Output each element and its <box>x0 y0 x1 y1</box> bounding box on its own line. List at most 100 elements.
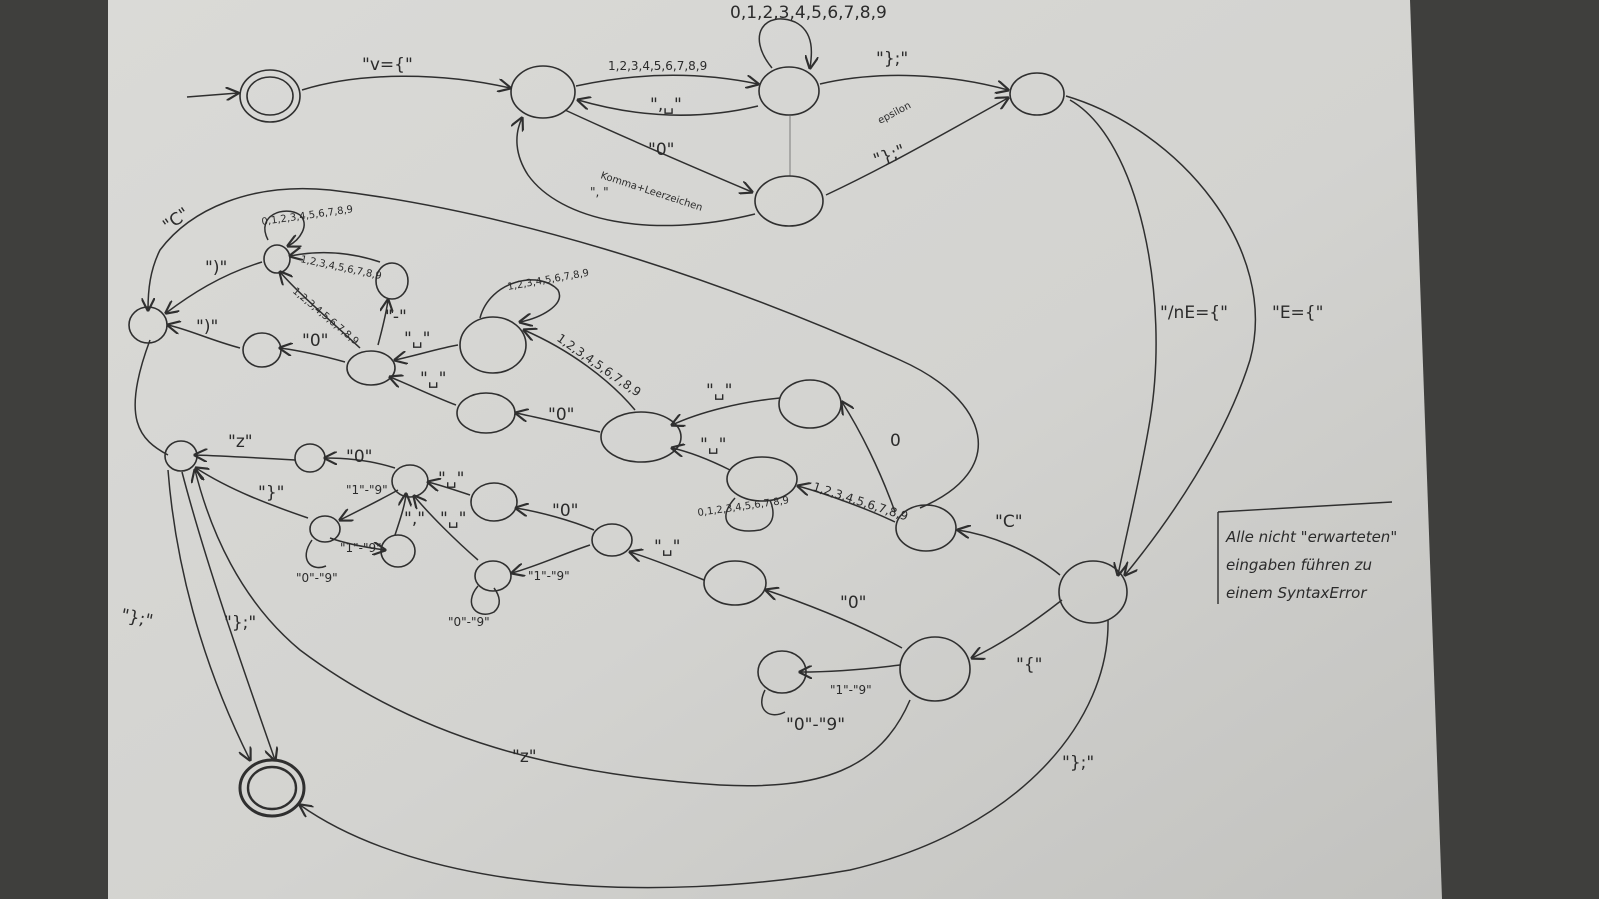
transition-edges <box>134 18 1256 889</box>
label: "1"-"9" <box>830 683 872 697</box>
edge-qE-to-final <box>300 619 1109 889</box>
label: "};" <box>1062 753 1094 773</box>
label: "␣" <box>404 329 430 349</box>
label: "z" <box>512 747 537 767</box>
edge-q2-to-q4 <box>819 74 1008 90</box>
label: "v={" <box>362 55 413 75</box>
state-q3 <box>754 175 824 227</box>
edge-u2-to-u4 <box>414 496 479 561</box>
edge-s1-to-s3 <box>377 300 388 346</box>
edge-r5-to-s1 <box>390 377 457 406</box>
state-q4 <box>1009 72 1065 116</box>
label: "0" <box>552 501 578 521</box>
edge-q2-to-q1 <box>578 100 759 116</box>
state-s4 <box>263 244 291 274</box>
edge-s2-to-qA <box>168 325 241 349</box>
edge-qC-to-r3 <box>798 486 896 523</box>
state-q1 <box>510 65 576 119</box>
state-r4 <box>459 316 527 374</box>
label: "0" <box>648 140 674 160</box>
label: "C" <box>995 512 1023 532</box>
label: 0 <box>890 431 901 451</box>
state-s2 <box>242 332 282 368</box>
label: ", " <box>590 185 609 199</box>
label: "1"-"9" <box>528 569 570 583</box>
states <box>128 65 1128 818</box>
state-s3 <box>375 262 409 300</box>
state-qC <box>895 504 957 552</box>
edge-q4-to-qE-2 <box>1065 95 1256 575</box>
note-line-1: Alle nicht "erwarteten" <box>1225 528 1397 546</box>
state-u6 <box>309 515 341 543</box>
edge-u6-to-qZ <box>196 468 309 519</box>
edge-qA-to-qZ-long <box>134 339 169 456</box>
state-qE <box>1058 560 1128 624</box>
edge-start-arrow <box>186 93 238 97</box>
edge-qB-to-t1 <box>800 664 901 672</box>
state-qB <box>899 636 971 702</box>
edge-s3-to-s4 <box>290 253 381 263</box>
edge-s1-to-s4 <box>280 272 361 349</box>
edge-qZ-to-final-a <box>167 469 250 760</box>
edge-r4-to-s1 <box>395 344 459 360</box>
state-u2 <box>474 560 512 592</box>
state-t2 <box>703 560 767 606</box>
label: "␣" <box>420 369 446 389</box>
label: "0" <box>346 447 372 467</box>
edge-q4-to-qE <box>1069 99 1157 575</box>
edge-qE-to-qB <box>972 599 1063 658</box>
label: ")" <box>196 317 218 337</box>
state-u3 <box>470 482 518 522</box>
paper-sheet <box>108 0 1442 899</box>
edge-r4-loop <box>479 279 561 322</box>
edge-qB-to-qZ-long <box>195 470 911 787</box>
label: ")" <box>205 258 227 278</box>
edge-u2-loop <box>470 585 500 615</box>
edge-u1-to-u3 <box>516 508 595 531</box>
label: "{" <box>1016 655 1042 675</box>
label: "␣" <box>706 381 732 401</box>
state-u5 <box>294 443 326 473</box>
state-qA <box>128 306 168 344</box>
edge-u5-to-qZ <box>195 455 296 460</box>
edge-u4-to-u6 <box>340 489 399 520</box>
note-box: Alle nicht "erwarteten" eingaben führen … <box>1217 501 1397 604</box>
label: "-" <box>385 307 407 327</box>
state-r1 <box>778 379 842 429</box>
label: "0" <box>840 593 866 613</box>
state-start <box>239 69 301 123</box>
edge-qC-loop <box>148 187 979 509</box>
label: "E={" <box>1272 303 1323 323</box>
edge-r3-loop <box>725 497 774 532</box>
note-line-2: eingaben führen zu <box>1226 556 1372 574</box>
edge-q1-to-q2 <box>575 74 758 86</box>
label: "0" <box>548 405 574 425</box>
state-start-inner <box>246 76 294 116</box>
state-r2 <box>600 411 682 463</box>
label: "␣" <box>654 537 680 557</box>
state-s1 <box>346 350 396 386</box>
edge-start-to-q1 <box>301 75 510 90</box>
edge-u6-loop <box>305 539 327 569</box>
state-qZ <box>164 440 198 472</box>
state-final <box>238 758 306 818</box>
label: "," <box>404 509 425 529</box>
state-t1 <box>757 650 807 694</box>
edge-qC-to-r1 <box>842 402 896 513</box>
edge-r2-to-r5 <box>516 413 601 433</box>
edge-q2-loop <box>758 18 811 68</box>
edge-q3-to-q4 <box>825 98 1008 196</box>
edge-r1-to-r2 <box>672 397 781 425</box>
edge-u1-to-u2 <box>512 544 591 573</box>
edge-qB-to-t2 <box>766 590 903 649</box>
label: "0"-"9" <box>448 615 490 629</box>
state-r3 <box>726 456 798 502</box>
edge-t2-to-u1 <box>630 552 705 581</box>
label: "};" <box>876 49 908 69</box>
edge-t1-loop <box>761 689 786 716</box>
state-q2 <box>758 66 820 116</box>
edge-qE-to-qC <box>958 530 1061 576</box>
label: "1"-"9" <box>340 541 382 555</box>
edge-qZ-to-final-b <box>181 471 275 760</box>
